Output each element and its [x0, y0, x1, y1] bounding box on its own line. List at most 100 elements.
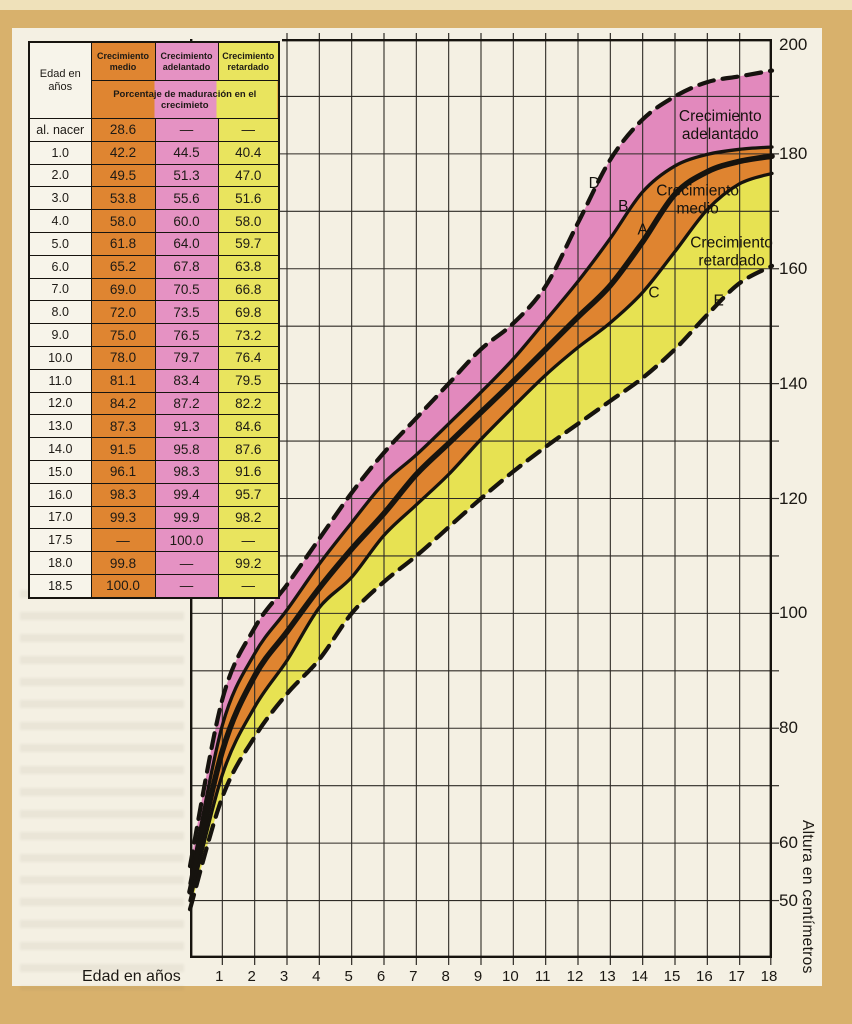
table-cell: 3.0	[28, 186, 92, 211]
maturation-table-body: al. nacer 28.6— —1.0 42.2 44.5 40.4 2.0 49.5 51.…	[28, 118, 280, 599]
table-cell: 87.2	[154, 391, 219, 416]
curve-label-E: E	[713, 292, 723, 309]
x-tick-label: 18	[760, 968, 778, 985]
table-cell: —	[154, 573, 219, 599]
x-tick-label: 4	[312, 968, 321, 985]
y-tick-label: 160	[779, 258, 808, 278]
table-row: 17.0 99.3 99.9 98.2	[28, 505, 280, 530]
table-cell: 51.6	[217, 186, 280, 211]
table-row: 18.0 99.8—99.2	[28, 551, 280, 575]
table-cell: 59.7	[217, 231, 280, 256]
table-row: al. nacer 28.6— —	[28, 118, 280, 142]
table-row: 2.0 49.5 51.3 47.0	[28, 163, 280, 188]
table-cell: 49.5	[90, 163, 156, 188]
table-cell: —	[154, 118, 219, 142]
table-row: 15.0 96.1 98.3 91.6	[28, 459, 280, 484]
table-header-medio: Crecimiento medio	[90, 41, 156, 81]
table-cell: 84.2	[90, 391, 156, 416]
table-cell: 5.0	[28, 231, 92, 256]
table-cell: 66.8	[217, 277, 280, 302]
x-tick-label: 9	[473, 968, 483, 985]
x-tick-label: 14	[631, 968, 648, 985]
y-tick-label: 200	[779, 35, 808, 54]
table-cell: 17.5	[28, 528, 92, 553]
table-cell: —	[217, 118, 280, 142]
table-cell: 98.2	[217, 505, 280, 530]
y-tick-label: 50	[779, 890, 798, 910]
table-row: 3.0 53.8 55.6 51.6	[28, 186, 280, 211]
table-cell: 75.0	[90, 323, 156, 347]
table-cell: 91.3	[154, 414, 219, 439]
table-header-retardado: Crecimiento retardado	[217, 41, 280, 81]
curve-A	[187, 153, 775, 895]
y-tick-label: 60	[779, 833, 798, 853]
curve-C	[188, 171, 774, 903]
table-row: 14.0 91.5 95.8 87.6	[28, 437, 280, 461]
table-cell: 73.2	[217, 323, 280, 347]
table-cell: 14.0	[28, 437, 92, 461]
table-row: 18.5 100.0— —	[28, 573, 280, 599]
table-cell: 98.3	[154, 459, 219, 484]
table-cell: 60.0	[154, 209, 219, 233]
x-tick-label: 12	[566, 968, 584, 985]
region-label-medio: Crecimiento medio	[656, 183, 739, 218]
x-tick-label: 5	[344, 968, 353, 985]
table-cell: 44.5	[154, 140, 219, 165]
table-cell: 95.7	[217, 482, 280, 507]
table-cell: 61.8	[90, 231, 156, 256]
table-cell: 55.6	[154, 186, 219, 211]
table-cell: 84.6	[217, 414, 280, 439]
table-cell: 76.4	[217, 345, 280, 370]
page: D B A C E Crecimiento adelantado Crecimiento med…	[12, 28, 822, 990]
x-tick-label: 6	[376, 968, 386, 985]
maturation-table: Edad en años Crecimiento medio Crecimien…	[28, 41, 280, 599]
table-cell: 58.0	[217, 209, 280, 233]
table-cell: 1.0	[28, 140, 92, 165]
table-cell: 67.8	[154, 254, 219, 279]
table-cell: 11.0	[28, 368, 92, 393]
curve-label-C: C	[648, 284, 659, 301]
table-cell: 53.8	[90, 186, 156, 211]
y-tick-label: 100	[779, 603, 808, 623]
curve-B	[188, 145, 774, 885]
table-cell: 58.0	[90, 209, 156, 233]
y-tick-label: 140	[779, 373, 808, 393]
table-row: 8.0 72.0 73.5 69.8	[28, 300, 280, 325]
table-subheader: Porcentaje de maduración en el crecimiet…	[90, 80, 280, 119]
table-row: 4.0 58.0 60.0 58.0	[28, 209, 280, 233]
table-cell: 87.3	[90, 414, 156, 439]
table-cell: 28.6	[90, 118, 156, 142]
table-cell: 70.5	[154, 277, 219, 302]
x-tick-label: 7	[409, 968, 418, 985]
table-cell: 76.5	[154, 323, 219, 347]
table-cell: 51.3	[154, 163, 219, 188]
table-cell: 99.9	[154, 505, 219, 530]
bleedthrough-text-ghost	[20, 590, 184, 990]
table-cell: 16.0	[28, 482, 92, 507]
table-cell: 99.4	[154, 482, 219, 507]
table-cell: 69.8	[217, 300, 280, 325]
table-cell: —	[217, 573, 280, 599]
table-cell: 100.0	[90, 573, 156, 599]
table-cell: 10.0	[28, 345, 92, 370]
table-row: 12.0 84.2 87.2 82.2	[28, 391, 280, 416]
x-tick-label: 3	[279, 968, 289, 985]
table-header-adelantado: Crecimiento adelantado	[154, 41, 219, 81]
table-cell: —	[154, 551, 219, 575]
region-label-retardado: Crecimiento retardado	[690, 234, 773, 269]
table-cell: 15.0	[28, 459, 92, 484]
photo-top-edge	[0, 0, 852, 10]
table-cell: 13.0	[28, 414, 92, 439]
table-cell: 95.8	[154, 437, 219, 461]
curve-D	[187, 68, 775, 869]
x-tick-label: 10	[501, 968, 519, 985]
band-retardado	[190, 173, 772, 910]
table-cell: 2.0	[28, 163, 92, 188]
table-cell: 7.0	[28, 277, 92, 302]
x-axis-title: Edad en años	[82, 968, 181, 985]
table-row: 10.0 78.0 79.7 76.4	[28, 345, 280, 370]
table-cell: 12.0	[28, 391, 92, 416]
table-cell: 18.5	[28, 573, 92, 599]
table-cell: 69.0	[90, 277, 156, 302]
table-cell: 17.0	[28, 505, 92, 530]
